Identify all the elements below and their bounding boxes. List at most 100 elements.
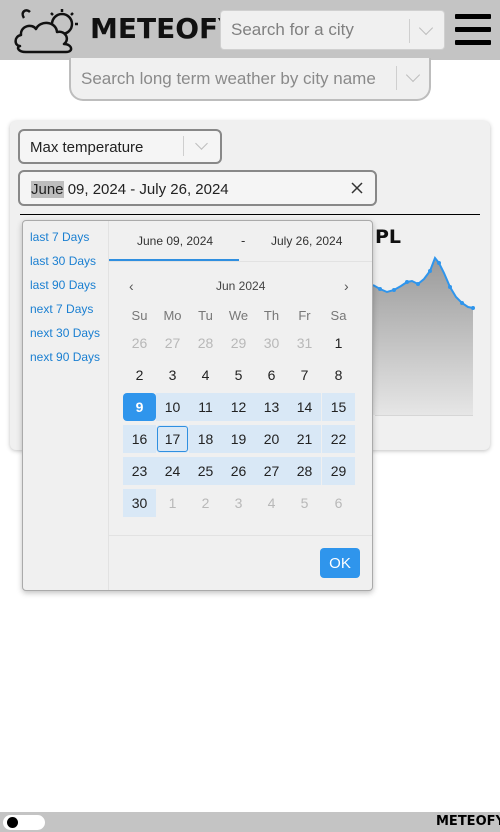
calendar-day[interactable]: 4 <box>201 367 210 383</box>
weekday-label: Th <box>263 308 280 323</box>
calendar-day[interactable]: 7 <box>300 367 309 383</box>
calendar-day[interactable]: 11 <box>189 393 222 421</box>
chart-area <box>373 258 473 415</box>
calendar-day[interactable]: 29 <box>230 335 247 351</box>
calendar-day[interactable]: 6 <box>334 495 343 511</box>
preset-next-30-days[interactable]: next 30 Days <box>30 326 101 340</box>
footer-divider <box>109 535 372 536</box>
chevron-down-icon[interactable] <box>418 20 434 36</box>
calendar-day[interactable]: 4 <box>267 495 276 511</box>
calendar-day[interactable]: 1 <box>334 335 343 351</box>
weekday-label: Fr <box>298 308 311 323</box>
long-term-search-input[interactable] <box>71 58 391 99</box>
city-search-select[interactable] <box>220 10 445 50</box>
calendar-day[interactable]: 13 <box>255 393 288 421</box>
footer-logo-text: METEOFY <box>436 814 500 829</box>
calendar-day[interactable]: 27 <box>255 457 288 485</box>
chart-point <box>428 269 432 273</box>
chart-point <box>405 280 409 284</box>
date-range-rest: 09, 2024 - July 26, 2024 <box>63 181 229 198</box>
weekday-label: Sa <box>330 308 347 323</box>
next-month-icon[interactable]: › <box>344 278 349 294</box>
calendar-day[interactable]: 31 <box>296 335 313 351</box>
calendar-day[interactable]: 9 <box>123 393 156 421</box>
calendar-day[interactable]: 23 <box>123 457 156 485</box>
chart-point <box>416 282 420 286</box>
preset-last-90-days[interactable]: last 90 Days <box>30 278 97 292</box>
logo-text[interactable]: METEOFY <box>90 12 239 45</box>
preset-last-7-days[interactable]: last 7 Days <box>30 230 90 244</box>
calendar-day[interactable]: 24 <box>156 457 189 485</box>
metric-select-value: Max temperature <box>30 139 144 156</box>
chart-divider <box>20 214 480 215</box>
city-search-input[interactable] <box>221 11 409 49</box>
calendar-day[interactable]: 18 <box>189 425 222 453</box>
calendar-day[interactable]: 26 <box>131 335 148 351</box>
app-footer <box>0 812 500 832</box>
active-tab-indicator <box>109 259 239 261</box>
weekday-label: Mo <box>163 308 182 323</box>
calendar-day[interactable]: 3 <box>234 495 243 511</box>
calendar-day[interactable]: 19 <box>222 425 255 453</box>
range-dash: - <box>241 233 246 248</box>
calendar-day[interactable]: 30 <box>123 489 156 517</box>
calendar-day[interactable]: 2 <box>201 495 210 511</box>
calendar-day[interactable]: 30 <box>263 335 280 351</box>
ok-button[interactable]: OK <box>320 548 360 578</box>
calendar-day[interactable]: 27 <box>164 335 181 351</box>
chart-point <box>460 301 464 305</box>
calendar-day[interactable]: 1 <box>168 495 177 511</box>
hamburger-menu-icon[interactable] <box>455 14 491 46</box>
calendar-day[interactable]: 26 <box>222 457 255 485</box>
calendar-day[interactable]: 10 <box>156 393 189 421</box>
range-end-tab[interactable]: July 26, 2024 <box>271 234 343 248</box>
month-label[interactable]: Jun 2024 <box>216 279 266 293</box>
calendar-day[interactable]: 29 <box>322 457 355 485</box>
calendar-day[interactable]: 15 <box>322 393 355 421</box>
calendar-day[interactable]: 6 <box>267 367 276 383</box>
calendar-day[interactable]: 21 <box>288 425 321 453</box>
preset-last-30-days[interactable]: last 30 Days <box>30 254 97 268</box>
calendar-day[interactable]: 25 <box>189 457 222 485</box>
toggle-knob <box>7 817 18 828</box>
calendar-day[interactable]: 16 <box>123 425 156 453</box>
calendar-day[interactable]: 20 <box>255 425 288 453</box>
cloud-sun-logo-icon <box>14 9 78 54</box>
calendar-day[interactable]: 12 <box>222 393 255 421</box>
chart-title: PL <box>375 226 402 248</box>
chevron-down-icon[interactable] <box>195 137 208 150</box>
calendar-day[interactable]: 14 <box>288 393 321 421</box>
theme-toggle[interactable] <box>3 815 45 830</box>
long-term-search-select[interactable] <box>69 58 431 101</box>
chart-point <box>392 288 396 292</box>
date-range-picker: last 7 Days last 30 Days last 90 Days ne… <box>22 220 373 591</box>
select-separator <box>183 136 184 156</box>
close-icon[interactable] <box>350 181 364 195</box>
chevron-down-icon[interactable] <box>405 67 421 83</box>
weekday-label: Su <box>131 308 148 323</box>
temperature-area-chart <box>372 256 475 416</box>
weekday-label: Tu <box>198 308 213 323</box>
prev-month-icon[interactable]: ‹ <box>129 278 134 294</box>
calendar-day[interactable]: 28 <box>197 335 214 351</box>
chart-point <box>471 306 475 310</box>
metric-select[interactable]: Max temperature <box>18 129 222 164</box>
select-separator <box>396 66 397 90</box>
range-start-tab[interactable]: June 09, 2024 <box>137 234 214 248</box>
calendar-day[interactable]: 5 <box>300 495 309 511</box>
preset-next-90-days[interactable]: next 90 Days <box>30 350 101 364</box>
chart-point <box>437 261 441 265</box>
calendar-day[interactable]: 5 <box>234 367 243 383</box>
preset-next-7-days[interactable]: next 7 Days <box>30 302 94 316</box>
date-range-value: June 09, 2024 - July 26, 2024 <box>31 181 229 198</box>
chart-point <box>448 285 452 289</box>
date-range-input[interactable]: June 09, 2024 - July 26, 2024 <box>18 170 377 206</box>
preset-list: last 7 Days last 30 Days last 90 Days ne… <box>23 221 109 590</box>
calendar-day[interactable]: 3 <box>168 367 177 383</box>
calendar-day[interactable]: 8 <box>334 367 343 383</box>
calendar-day[interactable]: 17 <box>156 425 189 453</box>
tab-divider <box>109 261 372 262</box>
calendar-day[interactable]: 28 <box>288 457 321 485</box>
calendar-day[interactable]: 22 <box>322 425 355 453</box>
calendar-day[interactable]: 2 <box>135 367 144 383</box>
